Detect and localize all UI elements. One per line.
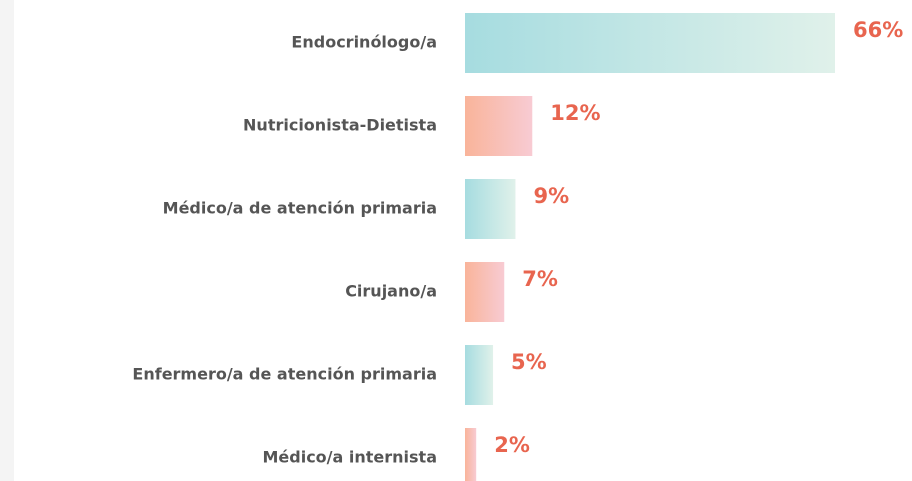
bar — [465, 345, 494, 405]
category-label: Endocrinólogo/a — [291, 33, 437, 52]
category-label: Nutricionista-Dietista — [243, 116, 437, 135]
bar — [465, 262, 505, 322]
value-label: 9% — [533, 184, 569, 208]
category-label: Enfermero/a de atención primaria — [132, 365, 437, 384]
value-label: 12% — [550, 101, 600, 125]
value-label: 7% — [522, 267, 558, 291]
value-label: 2% — [494, 433, 530, 457]
bar — [465, 428, 477, 481]
category-label: Médico/a internista — [262, 448, 437, 467]
category-label: Médico/a de atención primaria — [163, 199, 437, 218]
side-strip — [0, 0, 14, 481]
value-label: 66% — [853, 18, 903, 42]
bar — [465, 96, 533, 156]
value-label: 5% — [511, 350, 547, 374]
bar — [465, 13, 835, 73]
bar — [465, 179, 516, 239]
category-label: Cirujano/a — [345, 282, 437, 301]
